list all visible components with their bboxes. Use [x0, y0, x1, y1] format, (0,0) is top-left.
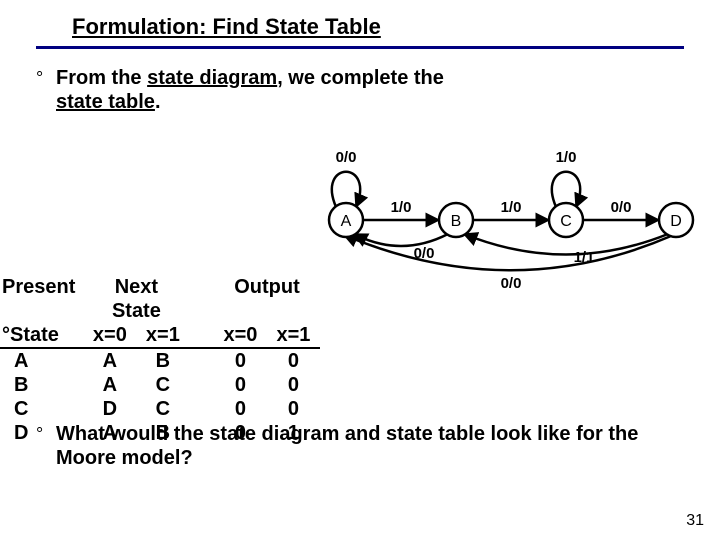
node-D-label: D: [670, 213, 682, 230]
bullet-2-text: What would the state diagram and state t…: [56, 422, 684, 470]
edge-D-A: [344, 235, 671, 270]
edge-A-A: [332, 172, 360, 207]
bullet-mark: °: [36, 422, 46, 446]
t: state table: [56, 91, 155, 113]
bullet-mark: °: [36, 66, 46, 90]
c: A: [0, 348, 83, 373]
c: B: [0, 373, 83, 397]
node-A-label: A: [341, 213, 352, 230]
table-row: A A B 0 0: [0, 348, 320, 373]
node-B-label: B: [451, 213, 462, 230]
edge-C-C: [552, 172, 580, 207]
c: C: [0, 397, 83, 421]
hdr-x1: x=1: [136, 323, 189, 348]
state-table: Present Next State Output °State x=0 x=1…: [0, 275, 320, 445]
c: D: [83, 397, 136, 421]
label-A-B: 1/0: [391, 199, 412, 216]
hdr-nextstate: Next State: [83, 275, 189, 323]
bullet-1: ° From the state diagram, we complete th…: [36, 66, 684, 114]
label-A-A: 0/0: [336, 149, 357, 166]
t: From the: [56, 67, 147, 89]
t: State: [10, 324, 59, 346]
c: 0: [214, 373, 267, 397]
bullet-1-text: From the state diagram, we complete the …: [56, 66, 444, 114]
t: state diagram: [147, 67, 277, 89]
state-diagram: 0/0 1/0 1/0 1/0 0/0 0/0 1/1 0/0 A B C D: [286, 140, 706, 290]
c: B: [136, 348, 189, 373]
c: C: [136, 397, 189, 421]
c: 0: [267, 373, 320, 397]
table-row: C D C 0 0: [0, 397, 320, 421]
c: 0: [267, 397, 320, 421]
page-number: 31: [686, 512, 704, 530]
t: , we complete the: [277, 67, 444, 89]
c: A: [83, 373, 136, 397]
label-D-A: 0/0: [501, 275, 522, 290]
hdr-ox1: x=1: [267, 323, 320, 348]
hdr-present: Present: [0, 275, 83, 323]
c: 0: [267, 348, 320, 373]
hdr-output: Output: [214, 275, 320, 323]
c: A: [83, 348, 136, 373]
hdr-state: °State: [0, 323, 83, 348]
c: C: [136, 373, 189, 397]
label-C-C: 1/0: [556, 149, 577, 166]
table-row: B A C 0 0: [0, 373, 320, 397]
label-B-C: 1/0: [501, 199, 522, 216]
hdr-x0: x=0: [83, 323, 136, 348]
slide-title: Formulation: Find State Table: [72, 14, 381, 40]
t: .: [155, 91, 161, 113]
bullet-2: ° What would the state diagram and state…: [36, 422, 684, 470]
title-underline: [36, 46, 684, 49]
deg: °: [2, 324, 10, 346]
c: 0: [214, 348, 267, 373]
label-C-D: 0/0: [611, 199, 632, 216]
c: 0: [214, 397, 267, 421]
node-C-label: C: [560, 213, 572, 230]
hdr-ox0: x=0: [214, 323, 267, 348]
